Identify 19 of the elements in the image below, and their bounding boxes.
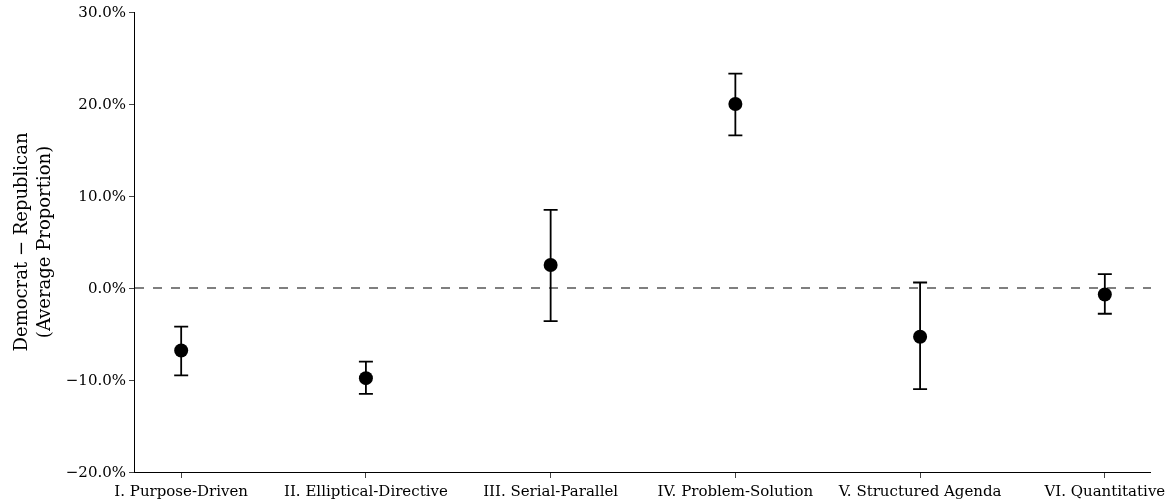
- y-tick-label: 30.0%: [78, 3, 126, 22]
- x-tick-label: III. Serial-Parallel: [483, 482, 619, 500]
- point: [543, 258, 558, 272]
- x-tick-label: II. Elliptical-Directive: [284, 482, 448, 500]
- point: [174, 343, 189, 358]
- point: [358, 371, 373, 386]
- y-tick-label: 0.0%: [87, 279, 126, 298]
- point: [728, 97, 743, 111]
- x-tick-label: I. Purpose-Driven: [114, 482, 249, 500]
- y-axis-title: Democrat − Republican (Average Proportion): [9, 132, 54, 352]
- point: [1097, 287, 1112, 302]
- point: [913, 329, 928, 344]
- x-tick-label: VI. Quantitative: [1043, 482, 1166, 500]
- y-tick-label: 20.0%: [78, 95, 126, 114]
- y-tick-label: 10.0%: [78, 187, 126, 206]
- x-tick-label: V. Structured Agenda: [837, 482, 1002, 500]
- y-tick-label: −20.0%: [65, 463, 126, 482]
- y-tick-label: −10.0%: [65, 371, 126, 390]
- x-tick-label: IV. Problem-Solution: [657, 482, 814, 500]
